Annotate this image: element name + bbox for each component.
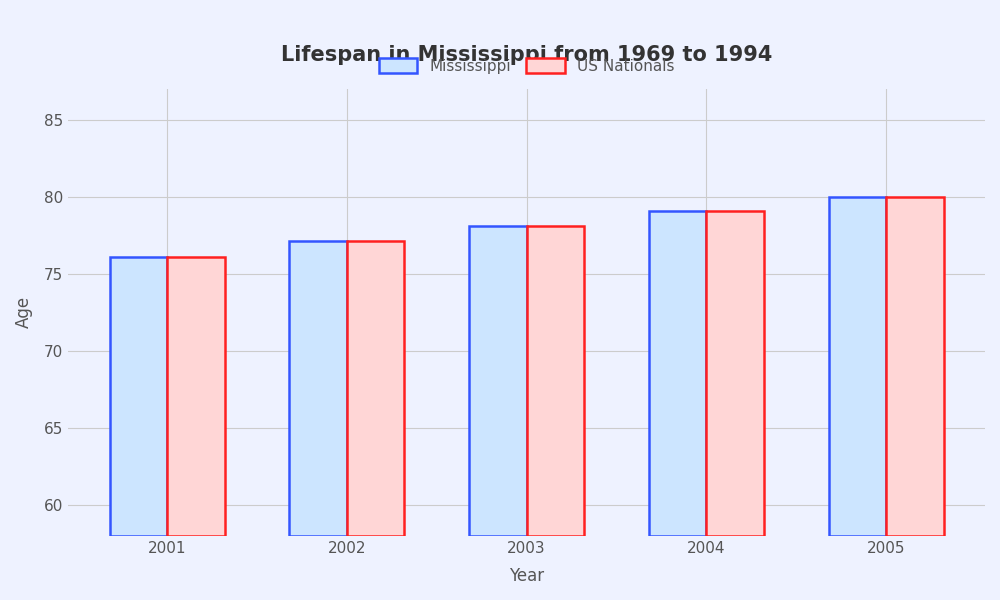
Bar [649, 211, 706, 536]
Bar [829, 197, 886, 536]
X-axis label: Year: Year [509, 567, 544, 585]
Bar [167, 257, 225, 536]
Bar [527, 226, 584, 536]
Bar [886, 197, 944, 536]
Bar [289, 241, 347, 536]
Bar [347, 241, 404, 536]
Title: Lifespan in Mississippi from 1969 to 1994: Lifespan in Mississippi from 1969 to 199… [281, 45, 772, 65]
Legend: Mississippi, US Nationals: Mississippi, US Nationals [373, 52, 680, 80]
Bar [706, 211, 764, 536]
Y-axis label: Age: Age [15, 296, 33, 328]
Bar [110, 257, 167, 536]
Bar [469, 226, 527, 536]
